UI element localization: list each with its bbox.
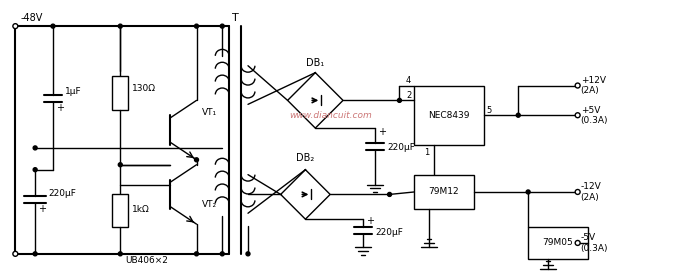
Text: -12V
(2A): -12V (2A) (580, 182, 601, 202)
Circle shape (220, 252, 224, 256)
Text: +: + (38, 204, 46, 214)
Circle shape (33, 168, 37, 172)
Text: -48V: -48V (20, 13, 43, 23)
Circle shape (13, 24, 18, 29)
Circle shape (575, 113, 580, 118)
Circle shape (195, 252, 198, 256)
Circle shape (13, 251, 18, 256)
Bar (415, 175, 474, 209)
Circle shape (51, 24, 55, 28)
Circle shape (195, 24, 198, 28)
Circle shape (195, 158, 198, 162)
Text: UB406×2: UB406×2 (126, 256, 169, 265)
Text: 220μF: 220μF (48, 189, 76, 198)
Circle shape (575, 189, 580, 194)
Text: NEC8439: NEC8439 (428, 111, 470, 120)
Bar (113, 76, 129, 110)
Circle shape (220, 24, 224, 28)
Circle shape (118, 163, 122, 167)
Circle shape (246, 252, 250, 256)
Text: 130Ω: 130Ω (132, 84, 156, 93)
Bar (113, 194, 129, 227)
Circle shape (33, 146, 37, 150)
Text: 220μF: 220μF (388, 143, 415, 152)
Circle shape (397, 98, 401, 102)
Text: +: + (366, 216, 374, 226)
Text: 1: 1 (424, 148, 430, 157)
Text: 220μF: 220μF (376, 227, 404, 237)
Text: DB₁: DB₁ (306, 58, 325, 68)
Circle shape (575, 240, 580, 245)
Circle shape (33, 252, 37, 256)
Text: 79M05: 79M05 (542, 238, 574, 247)
Circle shape (118, 24, 122, 28)
Text: 1μF: 1μF (65, 87, 82, 96)
Text: 79M12: 79M12 (428, 188, 460, 196)
Circle shape (118, 252, 122, 256)
Text: VT₂: VT₂ (202, 200, 216, 209)
Text: VT₁: VT₁ (202, 108, 216, 117)
Text: 4: 4 (406, 76, 411, 85)
Circle shape (526, 190, 530, 194)
Text: DB₂: DB₂ (296, 153, 314, 163)
Text: 5: 5 (486, 106, 492, 115)
Bar (528, 227, 587, 259)
Text: +12V
(2A): +12V (2A) (580, 76, 605, 95)
Text: T: T (231, 13, 238, 23)
Text: 1kΩ: 1kΩ (132, 205, 150, 214)
Text: +: + (56, 103, 64, 113)
Bar (415, 86, 484, 145)
Text: 2: 2 (406, 91, 411, 100)
Text: www.diancuit.com: www.diancuit.com (289, 111, 372, 120)
Circle shape (388, 193, 392, 196)
Text: +: + (378, 127, 386, 137)
Circle shape (575, 83, 580, 88)
Circle shape (516, 113, 520, 117)
Text: +5V
(0.3A): +5V (0.3A) (580, 106, 608, 125)
Text: -5V
(0.3A): -5V (0.3A) (580, 233, 608, 253)
